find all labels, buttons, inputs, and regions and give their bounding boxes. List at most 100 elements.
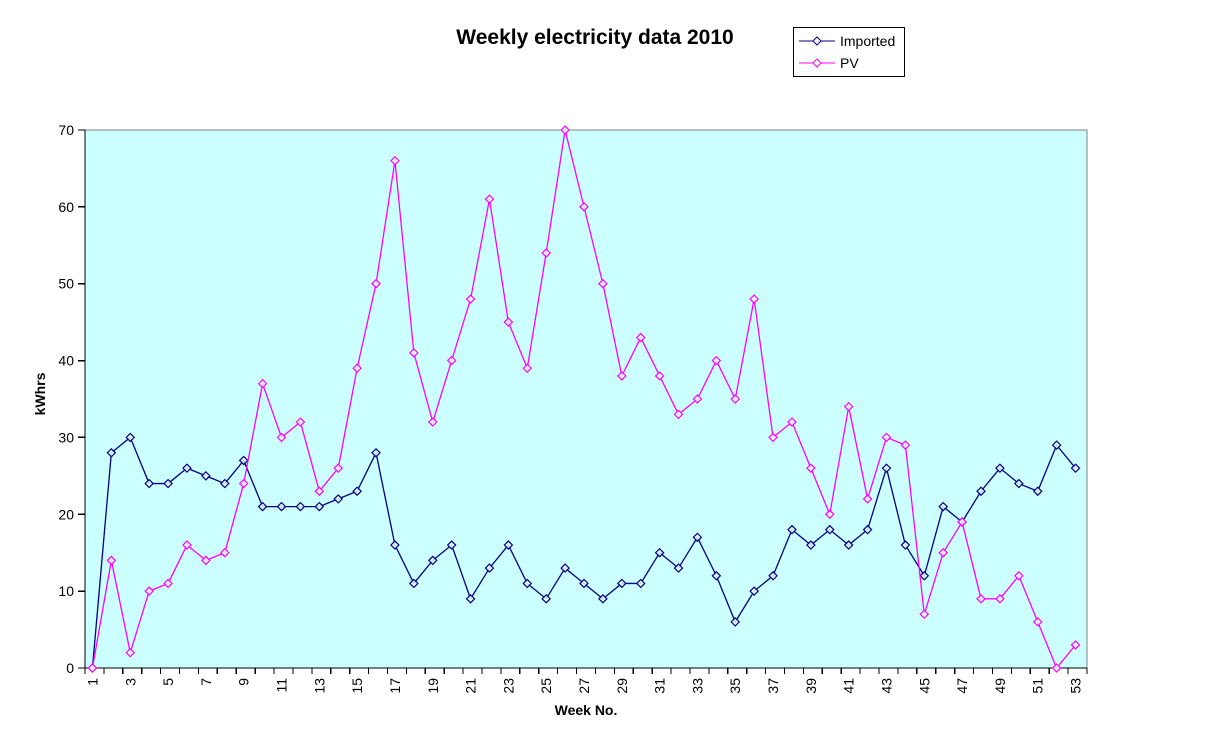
- y-tick-label: 0: [66, 660, 74, 676]
- marker-pv-week-40: [824, 509, 835, 520]
- x-tick-label: 25: [538, 678, 554, 694]
- x-tick-label: 7: [198, 678, 214, 686]
- marker-pv-week-27: [579, 202, 589, 212]
- marker-pv-week-22: [484, 194, 495, 205]
- marker-pv-week-15: [352, 363, 362, 374]
- y-tick-label: 60: [58, 199, 74, 215]
- marker-pv-week-13: [314, 486, 325, 497]
- marker-pv-week-49: [995, 593, 1005, 604]
- marker-imported-week-35: [730, 617, 741, 627]
- marker-imported-week-16: [371, 447, 381, 458]
- x-tick-label: 47: [954, 678, 970, 694]
- x-tick-label: 5: [160, 678, 176, 686]
- x-axis-title: Week No.: [554, 702, 618, 718]
- marker-pv-week-4: [144, 586, 155, 596]
- x-tick-label: 3: [122, 678, 138, 686]
- y-tick-label: 40: [58, 353, 74, 369]
- marker-imported-week-23: [503, 540, 514, 550]
- y-tick-label: 10: [58, 583, 74, 599]
- marker-pv-week-48: [976, 593, 986, 604]
- marker-imported-week-19: [427, 555, 438, 566]
- marker-pv-week-37: [768, 432, 778, 443]
- marker-pv-week-12: [295, 417, 306, 427]
- x-tick-label: 31: [652, 678, 668, 694]
- marker-imported-week-37: [768, 570, 778, 581]
- marker-imported-week-49: [995, 463, 1005, 474]
- marker-imported-week-8: [219, 478, 230, 489]
- x-tick-label: 37: [765, 678, 781, 694]
- marker-imported-week-10: [257, 501, 268, 512]
- marker-pv-week-41: [843, 401, 854, 412]
- marker-imported-week-26: [560, 563, 570, 573]
- x-tick-label: 15: [349, 678, 365, 694]
- marker-imported-week-14: [333, 494, 344, 504]
- marker-imported-week-3: [125, 432, 136, 443]
- marker-pv-week-26: [560, 125, 570, 135]
- legend-swatch-pv-icon: [799, 58, 835, 68]
- marker-pv-week-25: [541, 248, 552, 258]
- marker-imported-week-43: [881, 463, 892, 474]
- marker-imported-week-22: [484, 563, 495, 573]
- marker-pv-week-31: [654, 371, 665, 381]
- marker-pv-week-17: [390, 155, 400, 166]
- y-tick-label: 70: [58, 122, 74, 138]
- marker-pv-week-32: [673, 409, 684, 420]
- marker-imported-week-40: [824, 524, 835, 535]
- marker-imported-week-21: [465, 593, 476, 604]
- marker-pv-week-38: [787, 417, 797, 427]
- marker-pv-week-30: [635, 332, 646, 343]
- x-tick-label: 33: [689, 678, 705, 694]
- marker-imported-week-27: [579, 578, 589, 589]
- marker-pv-week-21: [465, 294, 476, 304]
- marker-imported-week-33: [692, 532, 703, 543]
- x-tick-label: 27: [576, 678, 592, 694]
- marker-pv-week-44: [900, 440, 911, 450]
- marker-imported-week-42: [862, 524, 873, 535]
- marker-pv-week-39: [806, 463, 816, 474]
- marker-imported-week-6: [182, 463, 192, 474]
- marker-pv-week-2: [106, 555, 117, 566]
- x-tick-label: 1: [84, 678, 100, 686]
- marker-pv-week-47: [957, 517, 967, 527]
- x-tick-label: 49: [992, 678, 1008, 694]
- marker-imported-week-52: [1051, 440, 1062, 450]
- marker-pv-week-36: [749, 294, 759, 304]
- marker-imported-week-2: [106, 447, 117, 458]
- marker-pv-week-18: [409, 348, 419, 358]
- marker-imported-week-29: [616, 578, 627, 589]
- x-tick-label: 19: [425, 678, 441, 694]
- marker-pv-week-50: [1013, 570, 1024, 581]
- x-tick-label: 35: [727, 678, 743, 694]
- marker-pv-week-20: [446, 355, 457, 366]
- marker-pv-week-24: [522, 363, 533, 374]
- y-tick-label: 30: [58, 429, 74, 445]
- marker-pv-week-14: [333, 463, 344, 474]
- marker-imported-week-11: [276, 501, 287, 512]
- legend-item-pv: PV: [798, 52, 900, 74]
- marker-pv-week-5: [163, 578, 173, 589]
- marker-imported-week-53: [1070, 463, 1081, 474]
- legend-label-pv: PV: [840, 55, 859, 71]
- marker-pv-week-35: [730, 394, 741, 404]
- marker-imported-week-50: [1013, 478, 1024, 489]
- x-tick-label: 45: [916, 678, 932, 694]
- marker-pv-week-34: [711, 355, 722, 366]
- legend-item-imported: Imported: [798, 30, 900, 52]
- x-tick-label: 23: [500, 678, 516, 694]
- legend-label-imported: Imported: [840, 33, 896, 49]
- marker-pv-week-29: [616, 371, 627, 381]
- marker-imported-week-32: [673, 563, 684, 573]
- marker-imported-week-15: [352, 486, 362, 497]
- x-tick-label: 43: [878, 678, 894, 694]
- marker-imported-week-34: [711, 570, 722, 581]
- marker-imported-week-28: [598, 593, 608, 604]
- marker-pv-week-9: [238, 478, 249, 489]
- marker-imported-week-51: [1032, 486, 1043, 497]
- x-tick-label: 51: [1030, 678, 1046, 694]
- marker-imported-week-31: [654, 547, 665, 558]
- x-tick-label: 53: [1068, 678, 1084, 694]
- marker-pv-week-6: [182, 540, 192, 550]
- x-tick-label: 41: [841, 678, 857, 694]
